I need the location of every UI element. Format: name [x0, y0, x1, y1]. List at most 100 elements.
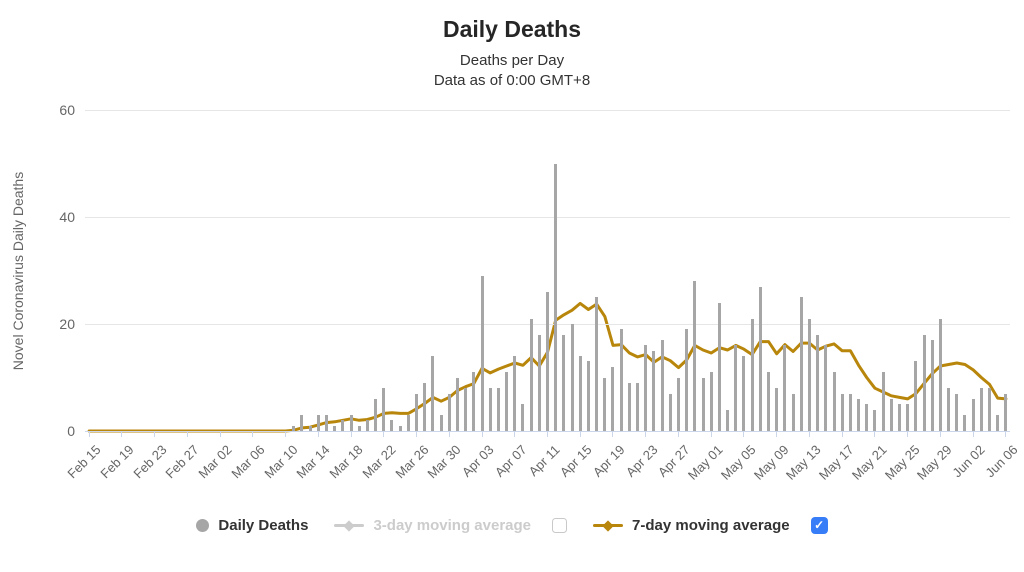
bar: [398, 425, 402, 431]
x-tick-label: Mar 18: [326, 442, 366, 482]
x-tick-label: May 09: [750, 442, 792, 483]
legend-label-7day-moving-average: 7-day moving average: [632, 517, 790, 534]
bar: [857, 398, 861, 431]
chart-legend: Daily Deaths 3-day moving average 7-day …: [0, 517, 1024, 534]
x-tick-mark: [514, 432, 516, 437]
bar: [537, 334, 541, 431]
bar: [726, 409, 730, 431]
bar: [988, 388, 992, 431]
bar: [685, 329, 689, 431]
x-tick-mark: [383, 432, 385, 437]
bar: [758, 286, 762, 431]
x-tick-label: May 29: [914, 442, 956, 483]
bar: [865, 404, 869, 431]
legend-label-daily-deaths: Daily Deaths: [218, 517, 309, 534]
bar: [832, 372, 836, 431]
bar: [439, 414, 443, 431]
line-diamond-marker-icon: [334, 519, 365, 532]
bar: [840, 393, 844, 431]
bar: [365, 420, 369, 431]
x-tick-label: May 13: [783, 442, 825, 483]
bar: [357, 425, 361, 431]
x-tick-label: Mar 22: [359, 442, 399, 482]
bar: [889, 398, 893, 431]
bar: [496, 388, 500, 431]
x-tick-mark: [448, 432, 450, 437]
x-tick-mark: [579, 432, 581, 437]
x-tick-mark: [88, 432, 90, 437]
bar: [554, 163, 558, 431]
x-tick-label: Apr 11: [525, 442, 563, 480]
bar: [979, 388, 983, 431]
x-tick-mark: [841, 432, 843, 437]
x-tick-label: May 25: [881, 442, 923, 483]
x-tick-mark: [285, 432, 287, 437]
bar: [513, 356, 517, 431]
x-tick-label: Mar 14: [293, 442, 333, 482]
y-axis-title: Novel Coronavirus Daily Deaths: [10, 171, 26, 371]
x-tick-mark: [808, 432, 810, 437]
bar: [316, 414, 320, 431]
bar: [546, 291, 549, 431]
bar: [472, 372, 476, 431]
legend-item-7day-moving-average[interactable]: 7-day moving average ✓: [593, 517, 828, 534]
bar: [562, 334, 566, 431]
bar: [668, 393, 672, 431]
x-tick-label: Apr 07: [491, 442, 530, 480]
x-tick-label: Apr 15: [557, 442, 595, 480]
bar: [415, 393, 419, 431]
x-tick-label: Feb 27: [162, 442, 202, 482]
bar: [971, 398, 975, 431]
x-tick-mark: [416, 432, 418, 437]
bar: [488, 388, 492, 431]
x-tick-mark: [547, 432, 548, 437]
plot-area: [85, 110, 1010, 437]
bar: [529, 318, 533, 431]
x-tick-mark: [1005, 432, 1007, 437]
bar: [807, 318, 811, 431]
bar: [1004, 393, 1008, 431]
x-tick-mark: [252, 432, 254, 437]
y-tick-label: 0: [67, 423, 75, 439]
bar: [578, 356, 582, 431]
x-tick-mark: [121, 432, 123, 437]
bar: [300, 414, 304, 431]
bar: [963, 414, 967, 431]
x-tick-label: Apr 23: [622, 442, 661, 480]
bar: [652, 350, 656, 431]
x-tick-label: May 01: [685, 442, 726, 483]
checkbox-3day-moving-average[interactable]: [552, 518, 568, 533]
x-tick-label: Feb 23: [129, 442, 170, 482]
bar: [349, 414, 353, 431]
bar: [595, 297, 599, 431]
x-tick-mark: [677, 432, 679, 437]
bar: [333, 425, 337, 431]
x-tick-mark: [710, 432, 712, 437]
legend-item-3day-moving-average[interactable]: 3-day moving average: [334, 517, 568, 534]
bar: [767, 372, 771, 431]
x-tick-mark: [350, 432, 352, 437]
bar: [775, 388, 779, 431]
bar: [938, 318, 942, 431]
x-tick-label: May 21: [848, 442, 890, 483]
bar: [750, 318, 754, 431]
legend-item-daily-deaths[interactable]: Daily Deaths: [196, 517, 308, 534]
gridline: [85, 217, 1010, 218]
checkbox-7day-moving-average[interactable]: ✓: [810, 517, 828, 534]
y-tick-label: 40: [59, 209, 75, 225]
x-axis-line: [85, 431, 1010, 432]
bar: [701, 377, 705, 431]
bar: [897, 404, 901, 431]
chart-subtitle-line2: Data as of 0:00 GMT+8: [433, 72, 591, 89]
x-tick-label: Feb 15: [64, 442, 104, 482]
bar: [742, 356, 746, 431]
x-tick-label: May 17: [816, 442, 857, 483]
bar: [570, 324, 574, 431]
bar: [824, 345, 828, 431]
x-tick-mark: [481, 432, 483, 437]
bar: [382, 388, 386, 431]
bar: [505, 372, 509, 431]
bar: [848, 393, 852, 431]
y-tick-label: 20: [59, 316, 75, 332]
